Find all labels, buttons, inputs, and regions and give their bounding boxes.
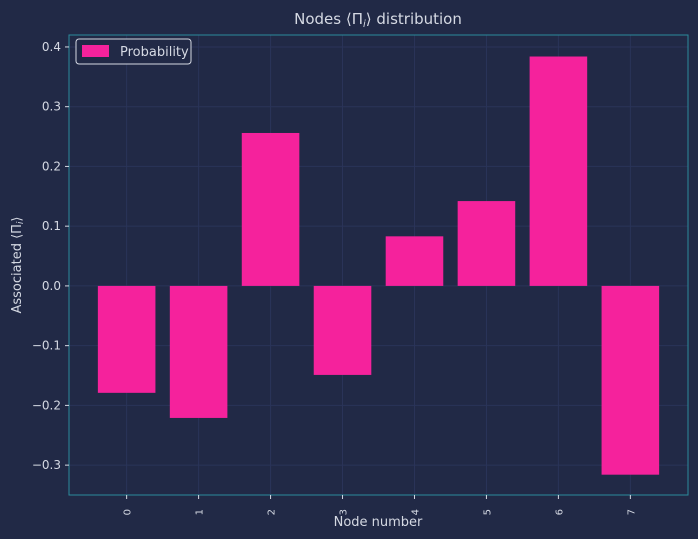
y-tick-label: 0.1 bbox=[42, 219, 61, 233]
bar-node-4 bbox=[385, 236, 444, 286]
x-tick-label: 1 bbox=[195, 509, 206, 515]
bar-node-3 bbox=[313, 285, 372, 375]
x-axis-label: Node number bbox=[334, 515, 423, 530]
x-tick-label: 0 bbox=[123, 509, 134, 515]
bar-node-2 bbox=[241, 132, 300, 286]
y-tick-label: −0.1 bbox=[32, 339, 61, 353]
plot-frame bbox=[68, 34, 689, 496]
grid bbox=[69, 35, 688, 495]
x-tick-label: 2 bbox=[267, 509, 278, 515]
y-tick-label: 0.2 bbox=[42, 159, 61, 173]
x-tick-label: 6 bbox=[554, 509, 565, 515]
legend-label-probability: Probability bbox=[120, 45, 189, 60]
y-tick-label: 0.4 bbox=[42, 40, 61, 54]
x-axis-ticks: 0 1 2 3 4 5 6 7 bbox=[123, 495, 637, 515]
x-tick-label: 5 bbox=[482, 509, 493, 515]
y-tick-label: −0.3 bbox=[32, 458, 61, 472]
bar-node-1 bbox=[169, 285, 228, 418]
bar-node-6 bbox=[529, 56, 588, 286]
y-tick-label: 0.3 bbox=[42, 100, 61, 114]
y-tick-label: −0.2 bbox=[32, 398, 61, 412]
x-tick-label: 7 bbox=[626, 509, 637, 515]
legend: Probability bbox=[75, 38, 192, 65]
y-axis-ticks: 0.4 0.3 0.2 0.1 0.0 −0.1 −0.2 −0.3 bbox=[32, 40, 69, 472]
x-tick-label: 3 bbox=[339, 509, 350, 515]
bar-node-7 bbox=[601, 285, 660, 475]
chart-title: Nodes ⟨Πi⟩ distribution bbox=[294, 10, 462, 30]
bar-node-0 bbox=[97, 285, 156, 393]
y-tick-label: 0.0 bbox=[42, 279, 61, 293]
bars bbox=[97, 56, 660, 475]
y-axis-label: Associated ⟨Πi⟩ bbox=[10, 216, 26, 313]
legend-swatch bbox=[82, 45, 109, 57]
x-tick-label: 4 bbox=[410, 509, 421, 515]
bar-node-5 bbox=[457, 201, 516, 286]
